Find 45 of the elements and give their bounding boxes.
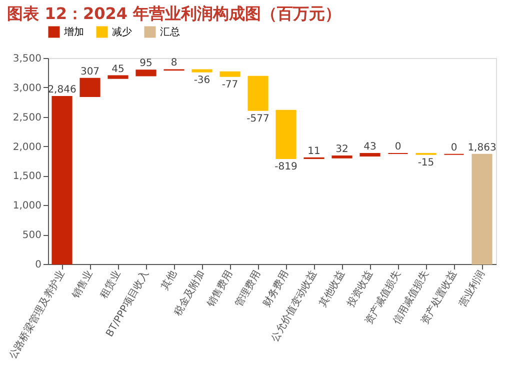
y-tick-label: 2,500 xyxy=(12,112,42,124)
bar xyxy=(276,110,296,160)
data-label: -15 xyxy=(418,157,434,168)
bar xyxy=(108,75,128,79)
bar xyxy=(220,71,240,77)
x-tick-label: 公路桥梁管理及养护业 xyxy=(6,268,68,362)
data-label: 95 xyxy=(140,58,152,70)
x-tick-label: 营业利润 xyxy=(456,268,488,310)
data-label: 45 xyxy=(112,64,124,75)
x-tick-label: 租赁业 xyxy=(98,268,124,300)
data-label: 11 xyxy=(308,146,320,157)
y-tick-label: 3,000 xyxy=(12,82,42,94)
x-tick-label: 销售费用 xyxy=(204,268,236,310)
data-label: -36 xyxy=(194,74,210,86)
bar xyxy=(472,154,492,264)
chart-title: 图表 12：2024 年营业利润构成图（百万元） xyxy=(7,4,342,23)
x-tick-label: 其他 xyxy=(158,268,180,292)
data-label: 1,863 xyxy=(468,142,496,154)
y-tick-label: 1,500 xyxy=(12,171,42,182)
bar xyxy=(192,69,212,72)
bar xyxy=(248,76,268,111)
y-tick-label: 500 xyxy=(22,230,42,242)
y-tick-label: 2,000 xyxy=(12,142,42,153)
data-label: 307 xyxy=(80,66,100,78)
data-label: -819 xyxy=(274,162,298,173)
x-tick-label: 销售业 xyxy=(69,268,96,302)
data-label: 32 xyxy=(336,144,348,155)
x-tick-label: 其他收益 xyxy=(316,268,348,310)
y-tick-label: 1,000 xyxy=(12,200,42,212)
data-label: 0 xyxy=(394,141,402,152)
data-label: 0 xyxy=(450,142,458,154)
data-label: 43 xyxy=(364,141,376,152)
data-label: -577 xyxy=(246,113,270,124)
data-label: -77 xyxy=(222,79,238,90)
y-tick-label: 0 xyxy=(35,260,42,270)
legend-label: 减少 xyxy=(112,26,132,38)
data-label: 8 xyxy=(170,58,178,69)
x-tick-label: 管理费用 xyxy=(232,268,264,310)
bar xyxy=(52,96,72,264)
bar xyxy=(360,152,380,156)
legend-label: 汇总 xyxy=(160,26,180,38)
bar xyxy=(80,78,100,97)
bar xyxy=(136,70,156,76)
legend-label: 增加 xyxy=(63,26,84,38)
y-tick-label: 3,500 xyxy=(12,54,42,64)
